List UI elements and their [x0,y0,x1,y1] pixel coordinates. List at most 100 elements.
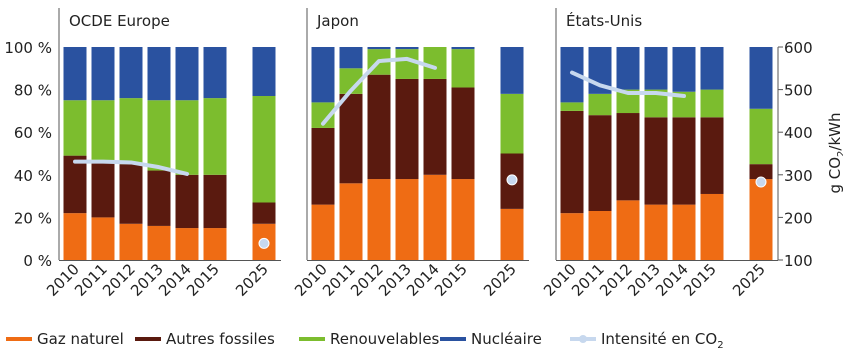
bar-segment-nuclear [367,47,391,50]
x-tick-label: 2015 [431,260,471,300]
legend-label-nuclear: Nucléaire [471,330,542,348]
bar-segment-nuclear [119,47,143,99]
bar-segment-nuclear [451,47,475,50]
y-left-tick-label: 0 % [23,252,52,270]
bar-segment-nuclear [63,47,87,101]
bar-segment-renewables [339,68,363,94]
bar-segment-gas [63,213,87,260]
bar-segment-renewables [700,89,724,118]
bar-segment-nuclear [749,47,773,109]
bar-segment-gas [91,217,115,260]
bar-segment-renewables [560,102,584,111]
bar-segment-renewables [616,89,640,114]
bar-segment-renewables [252,95,276,203]
y-left-tick-label: 60 % [14,124,52,142]
y-left-tick-label: 20 % [14,209,52,227]
bar-segment-other_fossil [451,87,475,180]
bar-segment-nuclear [500,47,524,94]
bar-segment-other_fossil [423,78,447,175]
bar-segment-nuclear [91,47,115,101]
bar-segment-renewables [749,108,773,165]
bar-segment-renewables [91,100,115,163]
bar-segment-nuclear [311,47,335,103]
bar-segment-other_fossil [367,74,391,180]
bar-segment-gas [311,204,335,260]
bar-segment-gas [203,228,227,260]
bar-segment-other_fossil [91,162,115,218]
y-right-axis-label: g CO2/kWh [826,112,843,193]
legend-label-renewables: Renouvelables [330,330,440,348]
bar-segment-gas [500,208,524,260]
bar-segment-renewables [203,98,227,175]
bar-segment-other_fossil [339,93,363,184]
bar-segment-other_fossil [311,127,335,205]
legend-label-other_fossil: Autres fossiles [166,330,275,348]
bar-segment-renewables [500,93,524,154]
bar-segment-nuclear [700,47,724,90]
legend-label-text: Gaz naturel [37,330,124,348]
bar-segment-gas [560,213,584,260]
panel-title: États-Unis [566,11,642,30]
bar-segment-nuclear [147,47,171,101]
intensity-point-2025 [506,174,518,186]
bar-segment-nuclear [252,47,276,96]
bar-segment-renewables [147,100,171,171]
bar-segment-other_fossil [700,117,724,194]
bar-segment-gas [395,179,419,260]
legend-label-text: Nucléaire [471,330,542,348]
intensity-line [73,159,189,176]
x-tick-label: 2025 [232,260,272,300]
bar-segment-renewables [311,102,335,128]
bar-segment-other_fossil [749,164,773,180]
y-right-tick-label: 300 [784,167,813,185]
bar-segment-gas [339,183,363,260]
bar-segment-gas [644,204,668,260]
bar-segment-renewables [395,49,419,79]
bar-segment-other_fossil [203,174,227,229]
y-right-axis-label-part: g CO [826,157,843,194]
bar-segment-gas [147,225,171,260]
bar-segment-renewables [119,98,143,165]
y-right-tick-label: 100 [784,252,813,270]
right-axis: 100 200 300 400 500 600 g CO2/kWh [777,39,843,270]
y-left-tick-label: 80 % [14,82,52,100]
legend-label-gas: Gaz naturel [37,330,124,348]
bar-segment-renewables [588,93,612,116]
bar-segment-other_fossil [672,117,696,205]
x-tick-label: 2015 [680,260,720,300]
x-tick-label: 2025 [729,260,769,300]
bar-segment-gas [700,193,724,260]
intensity-line [570,70,686,98]
legend-label-intensity: Intensité en CO2 [601,330,724,351]
y-right-axis-label-part: /kWh [826,112,843,150]
legend-label-text: Intensité en CO [601,330,717,348]
left-axis: 0 % 20 % 40 % 60 % 80 % 100 % [4,39,52,270]
bar-segment-nuclear [339,47,363,69]
panel-title: OCDE Europe [69,12,170,30]
y-left-tick-label: 40 % [14,167,52,185]
bar-segment-nuclear [203,47,227,99]
y-right-axis-label-subscript: 2 [836,151,843,157]
intensity-point-2025 [755,176,767,188]
intensity-point-2025 [258,237,270,249]
legend-label-text: Autres fossiles [166,330,275,348]
panel-title: Japon [316,12,359,30]
bar-segment-other_fossil [175,174,199,229]
bar-segment-other_fossil [616,113,640,201]
bar-segment-other_fossil [147,170,171,226]
bar-segment-gas [672,204,696,260]
bar-segment-renewables [423,47,447,79]
intensity-line [321,56,437,126]
legend-marker-intensity [579,335,587,343]
bar-segment-renewables [644,89,668,118]
y-left-tick-label: 100 % [4,39,52,57]
bar-segment-gas [423,174,447,260]
bar-segment-nuclear [395,47,419,50]
x-tick-label: 2015 [183,260,223,300]
bar-segment-nuclear [616,47,640,90]
bar-segment-other_fossil [63,155,87,214]
